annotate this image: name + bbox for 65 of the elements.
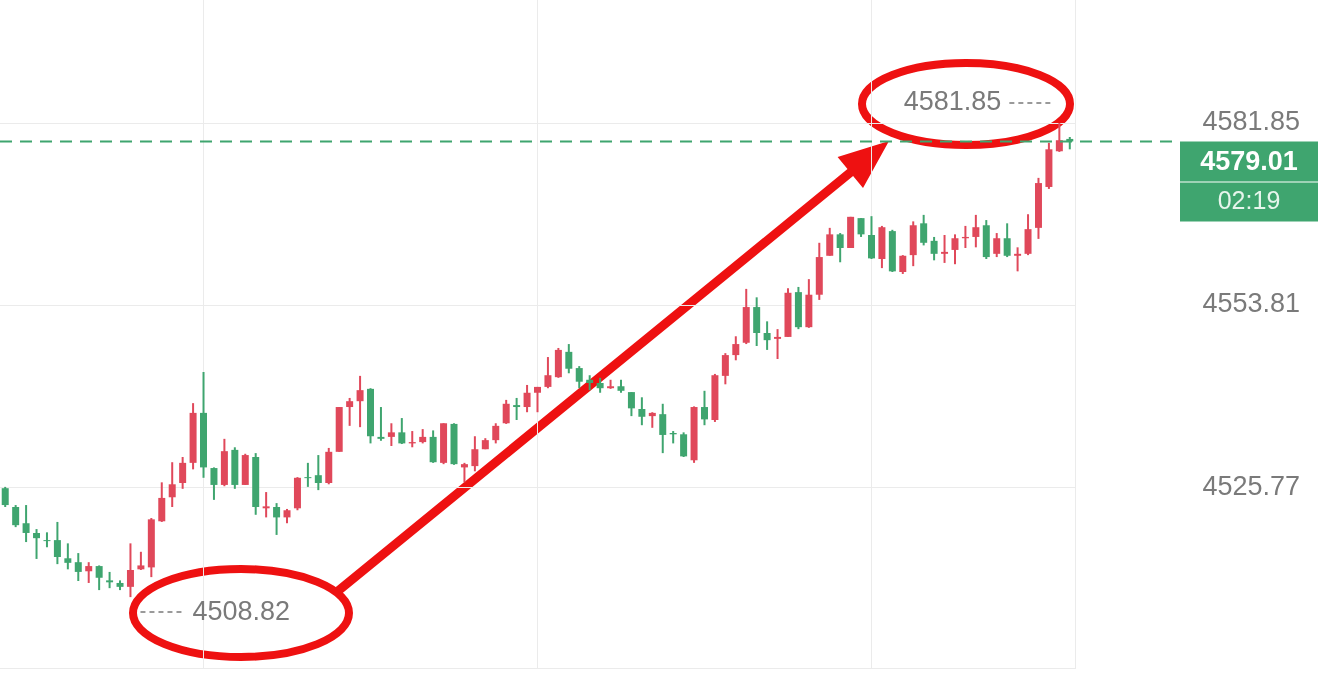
candlestick: [53, 520, 61, 566]
candlestick: [721, 352, 729, 386]
candlestick: [638, 396, 646, 427]
candlestick: [1055, 122, 1063, 153]
candlestick: [74, 552, 82, 583]
candlestick: [899, 254, 907, 275]
candlestick: [732, 335, 740, 362]
candlestick: [1014, 246, 1022, 273]
candlestick: [502, 398, 510, 425]
candlestick: [346, 396, 354, 427]
candlestick: [471, 435, 479, 473]
annotation: 4581.85: [903, 86, 1002, 117]
candlestick: [356, 374, 364, 429]
candlestick: [941, 234, 949, 264]
annotation: 4508.82: [192, 595, 291, 626]
candlestick: [575, 365, 583, 390]
y-tick-label: 4581.85: [1202, 106, 1300, 137]
candlestick: [857, 217, 865, 238]
candlestick: [930, 235, 938, 262]
candlestick: [700, 389, 708, 427]
candlestick: [387, 422, 395, 447]
candlestick: [43, 531, 51, 549]
candlestick: [492, 422, 500, 445]
candlestick: [95, 564, 103, 592]
candlestick: [1003, 222, 1011, 259]
candlestick: [12, 504, 20, 529]
text: 02:19: [1217, 186, 1281, 215]
ref-line-label: 4579.01: [1200, 145, 1298, 176]
candlestick: [513, 396, 521, 422]
y-tick-label: 4553.81: [1202, 288, 1300, 319]
candlestick: [763, 320, 771, 351]
candlestick: [304, 461, 312, 488]
candlestick: [179, 456, 187, 490]
candlestick: [22, 504, 30, 544]
candlestick: [972, 213, 980, 249]
candlestick: [398, 417, 406, 446]
candlestick: [659, 402, 667, 455]
candlestick: [210, 466, 218, 501]
candlestick: [158, 481, 166, 523]
candlestick: [534, 385, 541, 414]
candlestick: [85, 561, 93, 584]
candlestick: [920, 213, 928, 247]
candlestick: [377, 406, 385, 442]
candlestick: [273, 502, 281, 536]
candlestick: [836, 232, 844, 264]
candlestick: [126, 542, 134, 599]
candlestick: [774, 328, 782, 360]
candlestick: [137, 550, 145, 571]
candlestick: [523, 383, 531, 414]
y-tick-label: 4525.77: [1202, 470, 1300, 501]
candlestick: [314, 454, 322, 492]
candlestick: [867, 215, 875, 261]
candlestick: [993, 232, 1001, 259]
candlestick: [680, 431, 688, 459]
candlestick: [627, 391, 635, 418]
candlestick: [262, 491, 270, 519]
candlestick: [951, 233, 959, 266]
candlestick: [544, 356, 552, 390]
candlestick: [64, 542, 72, 571]
candlestick: [168, 461, 176, 509]
candlestick: [460, 461, 468, 484]
candlestick: [1, 485, 9, 509]
candlestick: [33, 528, 41, 560]
candlestick: [826, 226, 834, 257]
candlestick: [565, 343, 573, 375]
